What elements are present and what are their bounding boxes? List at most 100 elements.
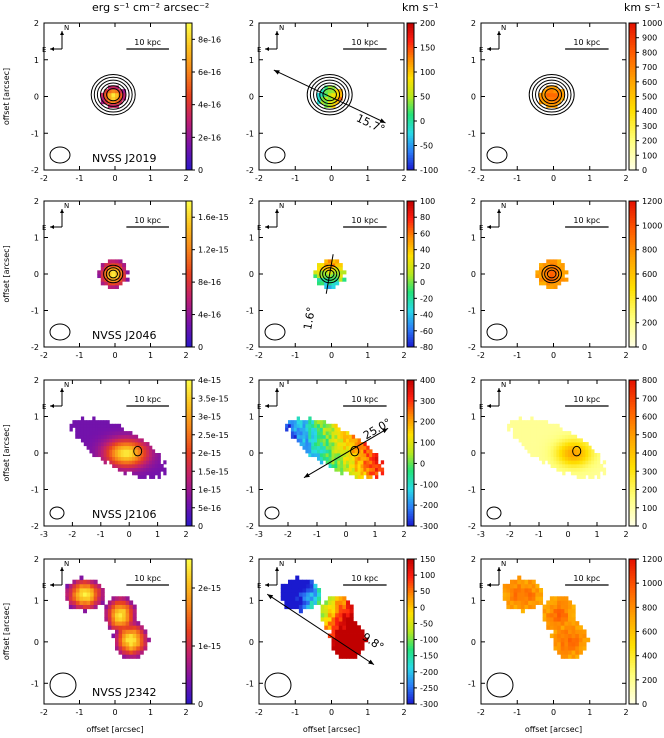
colorbar-tick-label: 1.5e-15 [198, 467, 229, 476]
colorbar-step [407, 521, 414, 525]
map-pixel [340, 431, 344, 436]
colorbar-step [186, 288, 192, 292]
map-pixel [585, 471, 589, 476]
colorbar-step [629, 281, 636, 285]
colorbar-tick-label: 200 [642, 486, 657, 495]
map-pixel [342, 612, 347, 618]
x-tick-label: 2 [183, 530, 188, 539]
map-pixel [90, 579, 95, 585]
colorbar-step [407, 658, 414, 661]
map-pixel [122, 596, 127, 601]
map-pixel [118, 274, 123, 279]
map-pixel [295, 588, 300, 593]
map-pixel [565, 442, 569, 447]
map-pixel [97, 438, 102, 443]
colorbar-step [186, 631, 192, 635]
map-pixel [559, 438, 563, 443]
map-pixel [97, 431, 102, 436]
colorbar-step [629, 278, 636, 282]
map-pixel [568, 434, 572, 439]
map-pixel [324, 89, 329, 94]
colorbar-tick-label: 200 [642, 676, 657, 685]
map-pixel [290, 423, 295, 428]
colorbar-step [407, 701, 414, 705]
colorbar-step [629, 479, 636, 483]
map-pixel [92, 427, 96, 432]
colorbar-step [407, 590, 414, 594]
pa-label: 15.7° [354, 112, 387, 137]
map-pixel [549, 617, 554, 622]
colorbar-step [186, 392, 192, 396]
map-pixel [356, 625, 361, 630]
map-pixel [510, 423, 514, 428]
map-pixel [539, 453, 543, 458]
map-pixel [146, 637, 151, 643]
x-tick-label: -1 [513, 174, 521, 183]
map-pixel [539, 281, 544, 286]
colorbar-step [186, 604, 192, 608]
colorbar-step [407, 501, 414, 505]
map-pixel [582, 633, 587, 639]
map-pixel [575, 637, 580, 643]
map-pixel [308, 416, 312, 421]
map-pixel [97, 596, 102, 601]
colorbar-step [407, 291, 414, 294]
map-pixel [115, 431, 119, 436]
map-pixel [328, 449, 332, 454]
map-pixel [100, 592, 105, 597]
map-pixel [139, 650, 144, 655]
colorbar-step [629, 658, 636, 661]
map-pixel [325, 431, 329, 436]
map-pixel [75, 431, 79, 436]
map-pixel [129, 438, 133, 443]
map-pixel [314, 434, 318, 439]
map-pixel [549, 100, 554, 105]
colorbar-step [186, 617, 192, 620]
map-pixel [335, 641, 340, 647]
colorbar-step [407, 559, 414, 562]
map-pixel [78, 427, 82, 432]
map-pixel [550, 423, 554, 428]
colorbar-step [407, 621, 414, 625]
colorbar-step [186, 494, 192, 498]
map-pixel [106, 449, 110, 454]
map-pixel [531, 579, 536, 585]
beam-ellipse [49, 506, 65, 520]
colorbar-step [407, 453, 414, 456]
colorbar-step [629, 617, 636, 620]
map-pixel [97, 427, 102, 432]
x-tick-label: 1 [365, 708, 370, 717]
colorbar-step [407, 643, 414, 647]
map-pixel [565, 431, 569, 436]
map-pixel [582, 449, 586, 454]
colorbar-step [407, 239, 414, 243]
map-pixel [80, 431, 85, 436]
map-pixel [143, 463, 147, 468]
colorbar-step [407, 614, 414, 618]
colorbar-step [407, 602, 414, 606]
map-pixel [106, 442, 110, 447]
colorbar-step [407, 86, 414, 90]
map-pixel [299, 434, 303, 439]
map-pixel [342, 608, 347, 614]
colorbar-step [407, 687, 414, 690]
x-tick-label: -2 [40, 708, 48, 717]
map-pixel [89, 423, 93, 428]
map-pixel [562, 445, 566, 450]
map-pixel [314, 423, 318, 428]
colorbar-step [629, 489, 636, 493]
map-pixel [564, 654, 569, 659]
map-pixel [546, 612, 551, 618]
colorbar-step [629, 592, 636, 596]
map-pixel [120, 453, 124, 458]
map-pixel [560, 641, 565, 647]
map-pixel [541, 442, 546, 447]
colorbar-step [186, 482, 192, 486]
colorbar-step [407, 344, 414, 348]
x-tick-label: 2 [623, 708, 628, 717]
colorbar-step [629, 646, 636, 649]
colorbar-step [629, 472, 636, 476]
compass-east-arrowhead [265, 404, 269, 408]
map-pixel [296, 431, 300, 436]
